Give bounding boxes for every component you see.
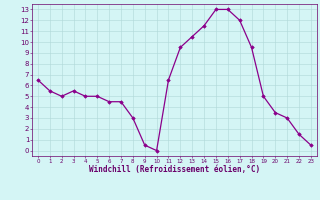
X-axis label: Windchill (Refroidissement éolien,°C): Windchill (Refroidissement éolien,°C) (89, 165, 260, 174)
